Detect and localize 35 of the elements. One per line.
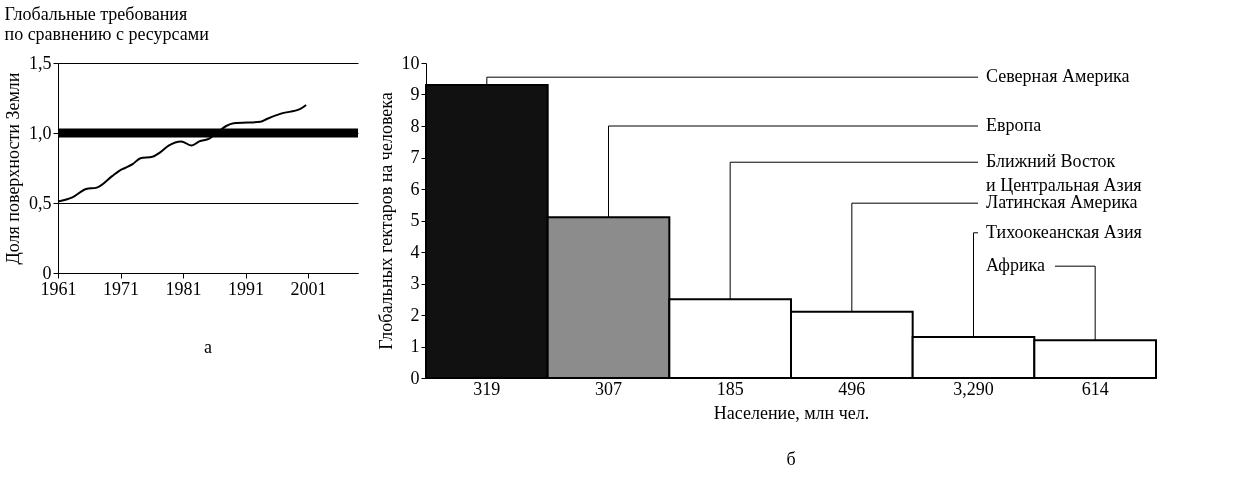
annotation: Европа — [986, 115, 1042, 135]
y-tick-label: 1,0 — [29, 122, 52, 143]
x-tick-label: 1981 — [165, 278, 202, 299]
y-tick-label: 6 — [410, 178, 420, 199]
annotation: Ближний Восток и Центральная Азия — [986, 151, 1142, 196]
y-tick-label: 3 — [410, 273, 420, 293]
text: а — [204, 337, 212, 357]
y-tick-label: 9 — [410, 84, 420, 104]
y-axis-title: Глобальных гектаров на человека — [375, 92, 396, 350]
x-tick-label: 496 — [838, 378, 866, 399]
x-tick-label: 2001 — [290, 278, 327, 299]
y-tick-label: 0,5 — [29, 192, 52, 213]
annotation: Африка — [986, 255, 1046, 276]
x-tick-label: 307 — [595, 378, 622, 399]
x-tick-label: 614 — [1081, 378, 1109, 399]
x-axis-title: Население, млн чел. — [713, 402, 870, 423]
text: б — [786, 449, 796, 469]
y-tick-label: 4 — [410, 241, 420, 262]
y-tick-label: 1 — [410, 336, 420, 356]
y-tick-label: 2 — [410, 304, 420, 325]
annotation: Тихоокеанская Азия — [986, 221, 1142, 242]
y-tick-label: 5 — [410, 210, 420, 230]
chart-title: Глобальные требования по сравнению с ресурсами — [4, 4, 210, 44]
x-tick-label: 319 — [473, 378, 501, 399]
y-tick-label: 1,5 — [29, 52, 52, 73]
y-axis-title: Доля поверхности Земли — [3, 72, 23, 265]
x-tick-label: 1971 — [103, 278, 139, 299]
x-tick-label: 3,290 — [953, 378, 994, 399]
x-tick-label: 1991 — [228, 278, 264, 299]
annotation: Северная Америка — [986, 66, 1130, 87]
y-tick-label: 7 — [410, 147, 420, 167]
x-tick-label: 185 — [716, 378, 744, 399]
y-tick-label: 10 — [401, 52, 420, 73]
y-tick-label: 8 — [410, 115, 420, 136]
y-tick-label: 0 — [410, 367, 420, 388]
